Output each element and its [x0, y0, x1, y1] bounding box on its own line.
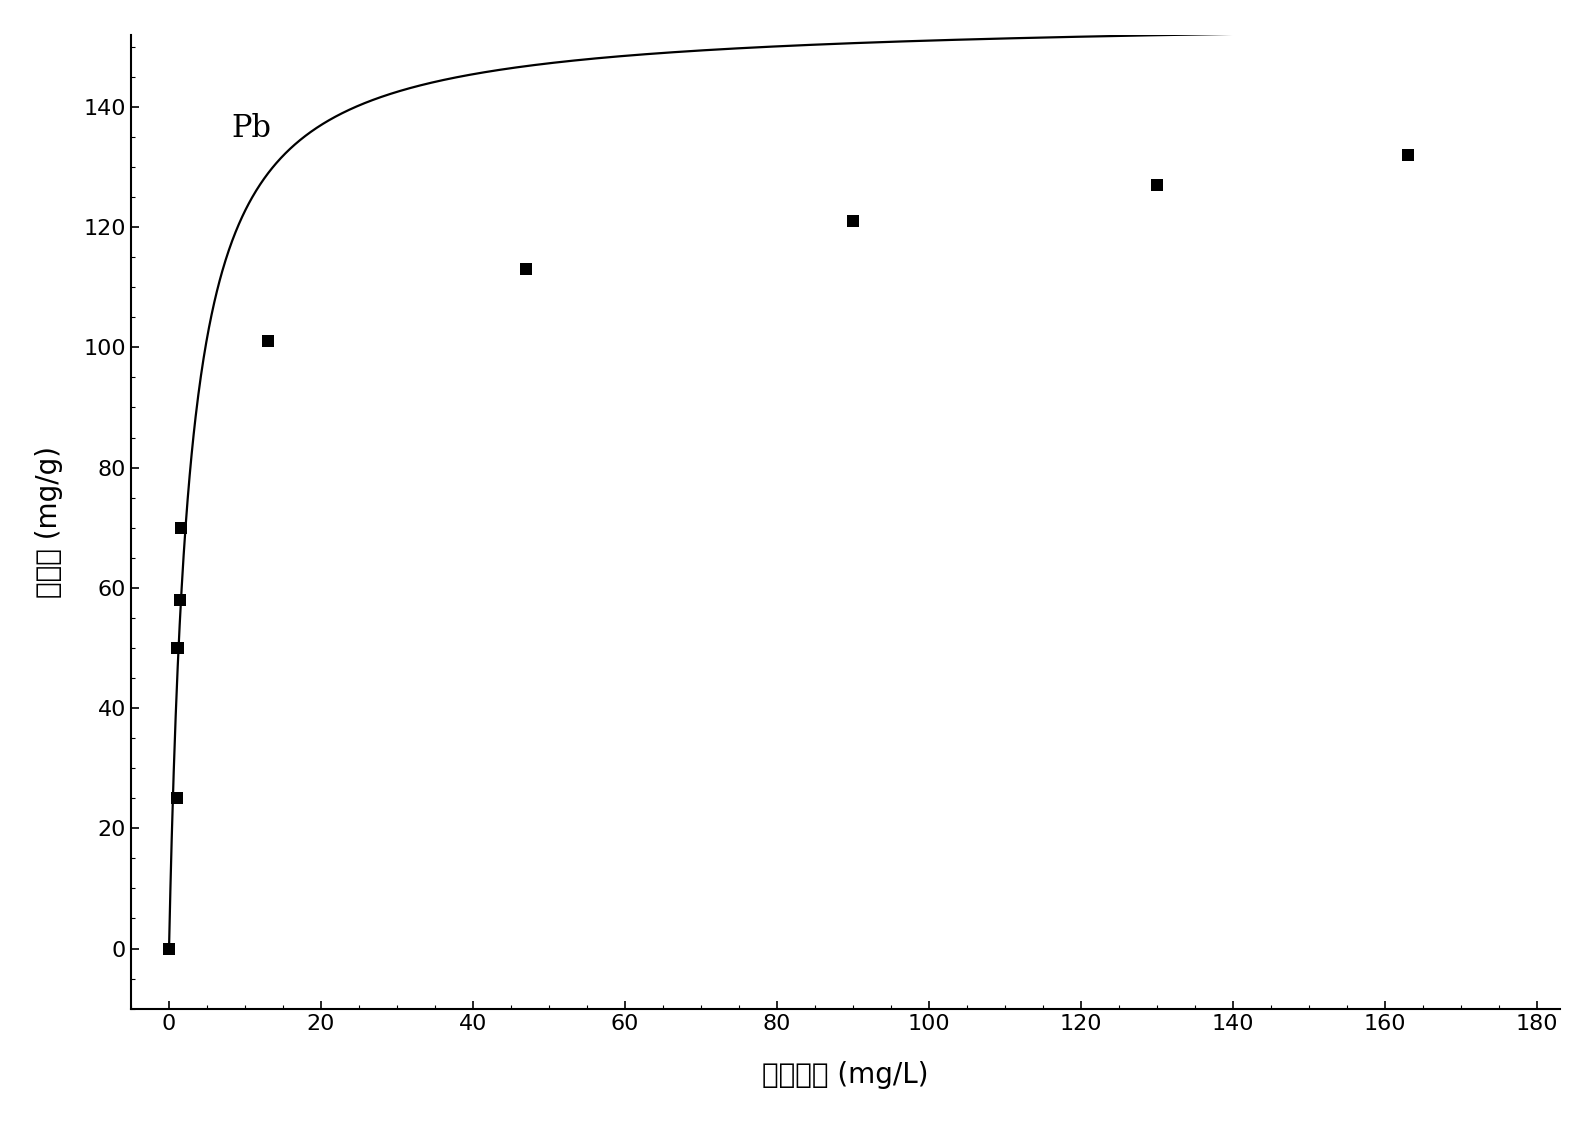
Point: [514, 260, 539, 278]
Point: [164, 789, 190, 807]
Point: [1395, 146, 1420, 164]
Point: [839, 212, 865, 230]
Point: [255, 333, 281, 351]
Point: [164, 638, 190, 656]
Point: [1144, 176, 1170, 194]
X-axis label: 平衡浓度 (mg/L): 平衡浓度 (mg/L): [763, 1061, 929, 1089]
Text: Pb: Pb: [231, 112, 271, 144]
Point: [168, 591, 193, 609]
Point: [169, 518, 195, 536]
Y-axis label: 吸附量 (mg/g): 吸附量 (mg/g): [35, 446, 62, 598]
Point: [156, 940, 182, 958]
Point: [166, 638, 192, 656]
